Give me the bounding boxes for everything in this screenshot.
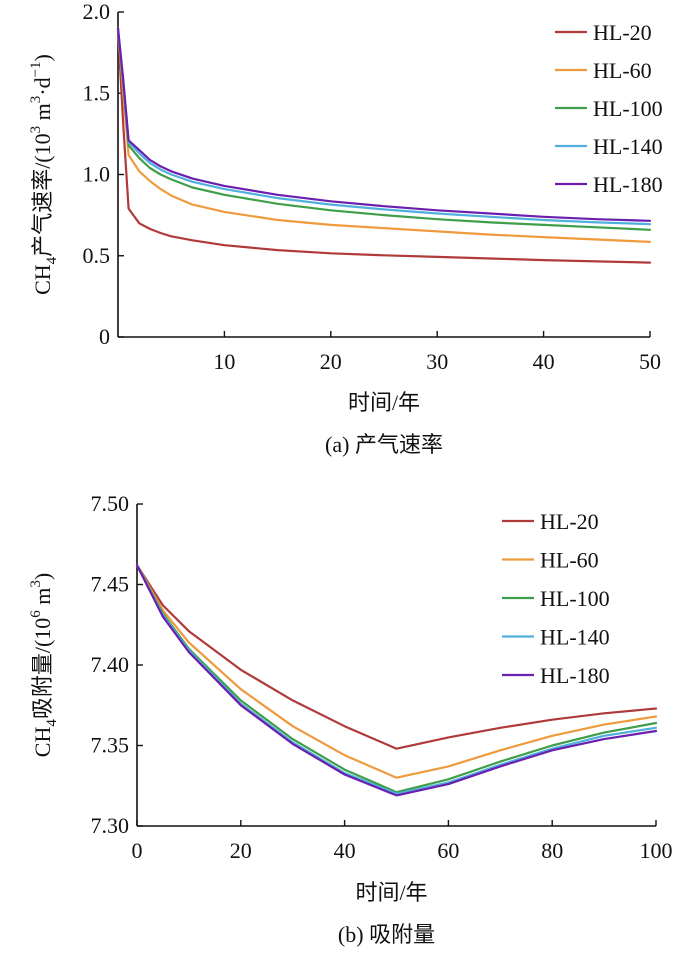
series-line-a-hl-180 xyxy=(116,27,652,222)
y-tick-label-b: 7.40 xyxy=(91,652,130,677)
y-axis-title-part: 3 xyxy=(28,126,44,134)
x-tick-label-b: 40 xyxy=(334,838,356,863)
legend-label-b: HL-180 xyxy=(540,663,610,688)
y-axis-title-part: ) xyxy=(30,573,55,580)
y-tick-label-a: 0.5 xyxy=(83,243,111,268)
series-line-a-hl-100 xyxy=(116,27,652,231)
series-line-a-hl-60 xyxy=(116,27,652,243)
y-axis-title-a: CH4产气速率/(103 m3·d−1) xyxy=(28,54,60,295)
x-tick-label-b: 20 xyxy=(230,838,252,863)
y-axis-title-part: 产气速率/(10 xyxy=(30,133,55,256)
y-axis-title-part: 3 xyxy=(28,580,44,588)
y-axis-title-part: CH xyxy=(30,727,55,758)
x-tick-label-b: 100 xyxy=(640,838,673,863)
y-axis-title-part: 吸附量/(10 xyxy=(30,618,55,719)
legend-label-b: HL-60 xyxy=(540,548,599,573)
x-tick-label-a: 40 xyxy=(533,349,555,374)
y-axis-title-part: 3 xyxy=(28,96,44,104)
y-axis-title-part: m xyxy=(30,103,55,126)
y-tick-label-b: 7.45 xyxy=(91,572,130,597)
x-tick-label-a: 50 xyxy=(639,349,661,374)
chart-b-adsorption-amount: 7.30 7.35 7.40 7.45 7.50 0 20 40 60 80 100 时间/年 (b) … xyxy=(28,491,673,947)
chart-caption-a: (a) 产气速率 xyxy=(325,432,443,457)
series-line-a-hl-20 xyxy=(116,27,652,264)
series-line-b-hl-60 xyxy=(135,564,658,779)
y-tick-label-a: 2.0 xyxy=(83,0,111,24)
x-tick-label-a: 10 xyxy=(213,349,235,374)
y-axis-title-part: 4 xyxy=(44,719,60,727)
series-line-a-hl-140 xyxy=(116,27,652,226)
y-axis-title-part: ·d xyxy=(30,77,55,95)
x-tick-label-a: 30 xyxy=(426,349,448,374)
y-tick-label-b: 7.50 xyxy=(91,491,130,516)
legend-label-b: HL-20 xyxy=(540,509,599,534)
legend-label-b: HL-140 xyxy=(540,625,610,650)
x-tick-label-b: 80 xyxy=(541,838,563,863)
y-axis-title-part: 4 xyxy=(44,256,60,264)
y-tick-label-a: 0 xyxy=(99,324,110,349)
y-axis-title-part: m xyxy=(30,588,55,611)
y-axis-title-part: 6 xyxy=(28,610,44,618)
legend-label-a: HL-180 xyxy=(593,172,663,197)
x-tick-label-a: 20 xyxy=(320,349,342,374)
chart-a-gas-production-rate: 0 0.5 1.0 1.5 2.0 10 20 30 40 50 时间/年 (a) 产气速率 CH4产气… xyxy=(28,0,663,457)
series-line-b-hl-20 xyxy=(135,564,658,750)
legend-label-b: HL-100 xyxy=(540,586,610,611)
y-tick-label-a: 1.5 xyxy=(83,80,111,105)
y-tick-label-b: 7.35 xyxy=(91,733,130,758)
legend-label-a: HL-20 xyxy=(593,20,652,45)
legend-label-a: HL-60 xyxy=(593,58,652,83)
y-tick-label-b: 7.30 xyxy=(91,813,130,838)
legend-label-a: HL-100 xyxy=(593,96,663,121)
x-tick-label-b: 0 xyxy=(132,838,143,863)
y-axis-title-part: −1 xyxy=(28,61,44,77)
y-tick-label-a: 1.0 xyxy=(83,162,111,187)
x-tick-label-b: 60 xyxy=(437,838,459,863)
series-line-b-hl-180 xyxy=(135,564,658,797)
y-axis-title-b: CH4吸附量/(106 m3) xyxy=(28,573,60,757)
chart-caption-b: (b) 吸附量 xyxy=(338,922,435,947)
legend-label-a: HL-140 xyxy=(593,134,663,159)
y-axis-title-part: ) xyxy=(30,54,55,61)
x-axis-title-b: 时间/年 xyxy=(355,880,427,905)
x-axis-title-a: 时间/年 xyxy=(348,390,420,415)
y-axis-title-part: CH xyxy=(30,264,55,295)
